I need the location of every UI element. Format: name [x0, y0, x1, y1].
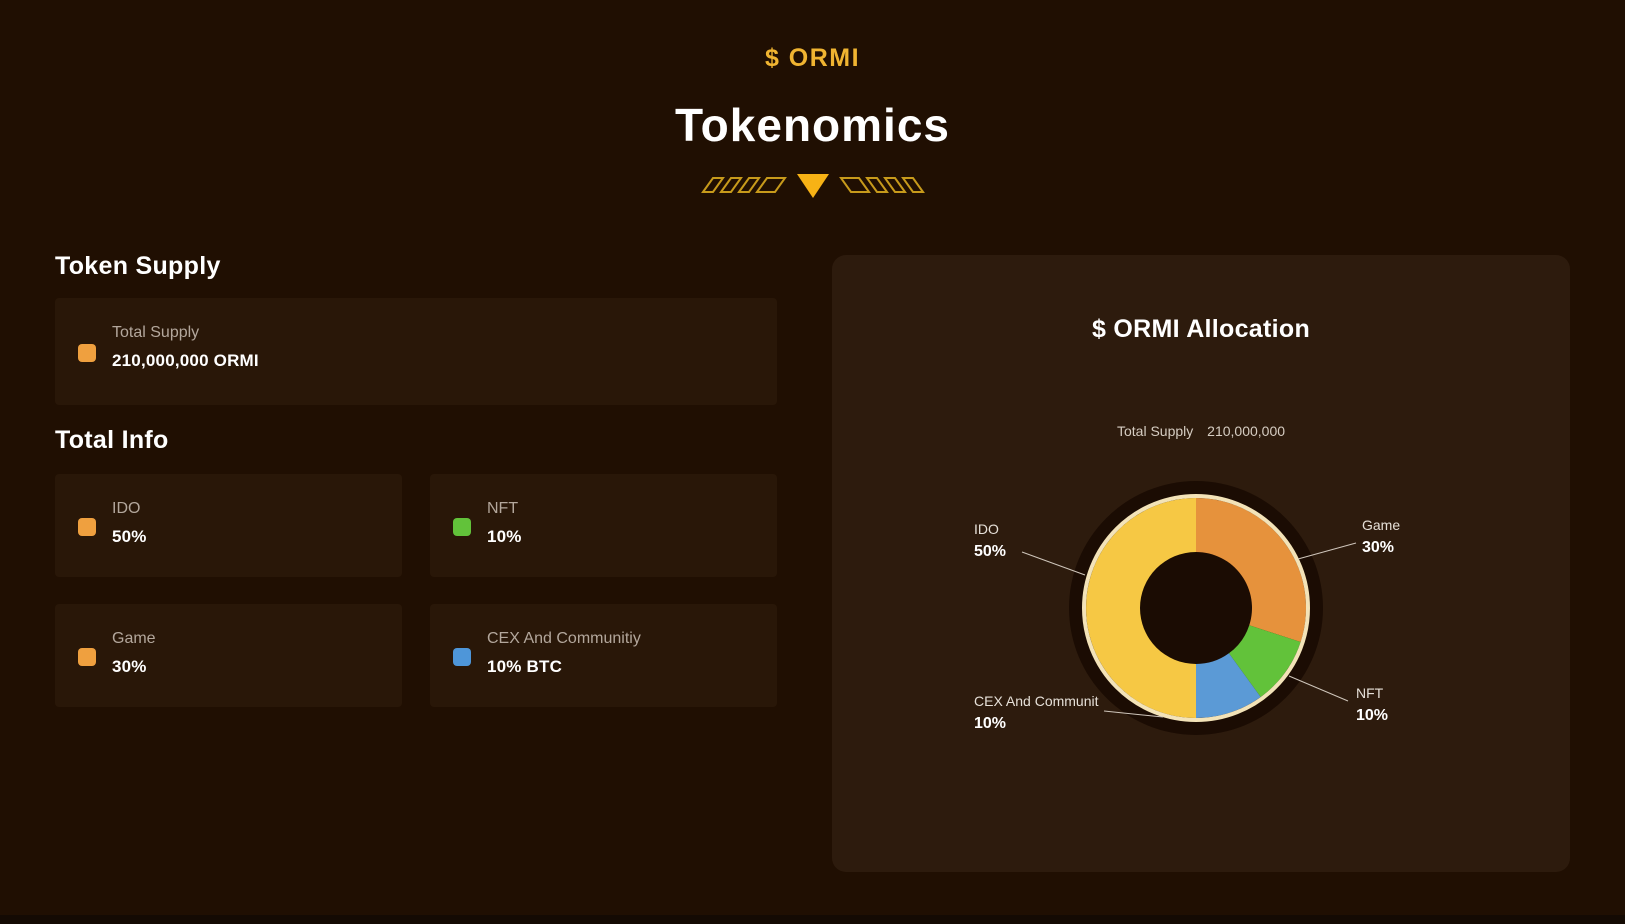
- info-card-value: 30%: [112, 657, 147, 676]
- allocation-subtitle-label: Total Supply: [1116, 423, 1194, 439]
- callout-leader-lines: [1021, 542, 1357, 718]
- info-card-value: 50%: [112, 527, 147, 546]
- callout-percent: 50%: [974, 543, 1007, 560]
- total-supply-value: 210,000,000 ORMI: [112, 351, 259, 370]
- callout-label: NFT: [1356, 685, 1384, 701]
- info-card-label: CEX And Communitiy: [487, 630, 641, 647]
- callout-nft: NFT 10%: [1356, 685, 1388, 725]
- allocation-subtitle-value: 210,000,000: [1207, 423, 1286, 439]
- total-supply-label: Total Supply: [112, 324, 200, 341]
- allocation-subtitle: Total Supply 210,000,000: [832, 423, 1570, 439]
- token-symbol: $ ORMI: [764, 44, 861, 72]
- info-card-ido: IDO 50%: [55, 474, 402, 577]
- page-title: Tokenomics: [675, 99, 950, 151]
- callout-game: Game 30%: [1362, 517, 1400, 557]
- info-card-label: Game: [112, 630, 156, 647]
- callout-percent: 10%: [1356, 707, 1389, 724]
- legend-square-icon: [453, 648, 471, 666]
- info-card-nft: NFT 10%: [430, 474, 777, 577]
- donut-slices[interactable]: [1086, 498, 1307, 718]
- callout-percent: 10%: [974, 715, 1007, 732]
- info-card-cex: CEX And Communitiy 10% BTC: [430, 604, 777, 707]
- legend-square-icon: [78, 648, 96, 666]
- callout-label: Game: [1362, 517, 1401, 533]
- callout-cex: CEX And Communit 10%: [974, 693, 1099, 733]
- info-card-value: 10%: [487, 527, 522, 546]
- donut-outer-ring: [1082, 494, 1310, 722]
- divider-triangle-icon: [796, 174, 829, 198]
- legend-square-icon: [78, 518, 96, 536]
- legend-square-icon: [453, 518, 471, 536]
- callout-ido: IDO 50%: [974, 521, 1006, 561]
- allocation-donut-chart[interactable]: [832, 255, 1570, 872]
- donut-slice-nft[interactable]: [1228, 625, 1301, 697]
- callout-label: IDO: [974, 521, 999, 537]
- donut-slice-game[interactable]: [1196, 498, 1307, 642]
- donut-slice-ido[interactable]: [1086, 498, 1196, 718]
- title-divider-ornament: [700, 174, 925, 198]
- info-card-value: 10% BTC: [487, 657, 563, 676]
- legend-square-icon: [78, 344, 96, 362]
- donut-slice-cex-and-communit[interactable]: [1196, 653, 1261, 718]
- info-card-game: Game 30%: [55, 604, 402, 707]
- total-info-heading: Total Info: [55, 426, 169, 454]
- info-card-label: IDO: [112, 500, 141, 517]
- page-bottom-edge: [0, 915, 1625, 924]
- token-supply-heading: Token Supply: [55, 252, 221, 280]
- callout-percent: 30%: [1362, 539, 1395, 556]
- allocation-panel: $ ORMI Allocation Total Supply 210,000,0…: [832, 255, 1570, 872]
- total-supply-card: Total Supply 210,000,000 ORMI: [55, 298, 777, 405]
- callout-label: CEX And Communit: [974, 693, 1099, 709]
- allocation-title: $ ORMI Allocation: [1091, 315, 1311, 343]
- info-card-label: NFT: [487, 500, 519, 517]
